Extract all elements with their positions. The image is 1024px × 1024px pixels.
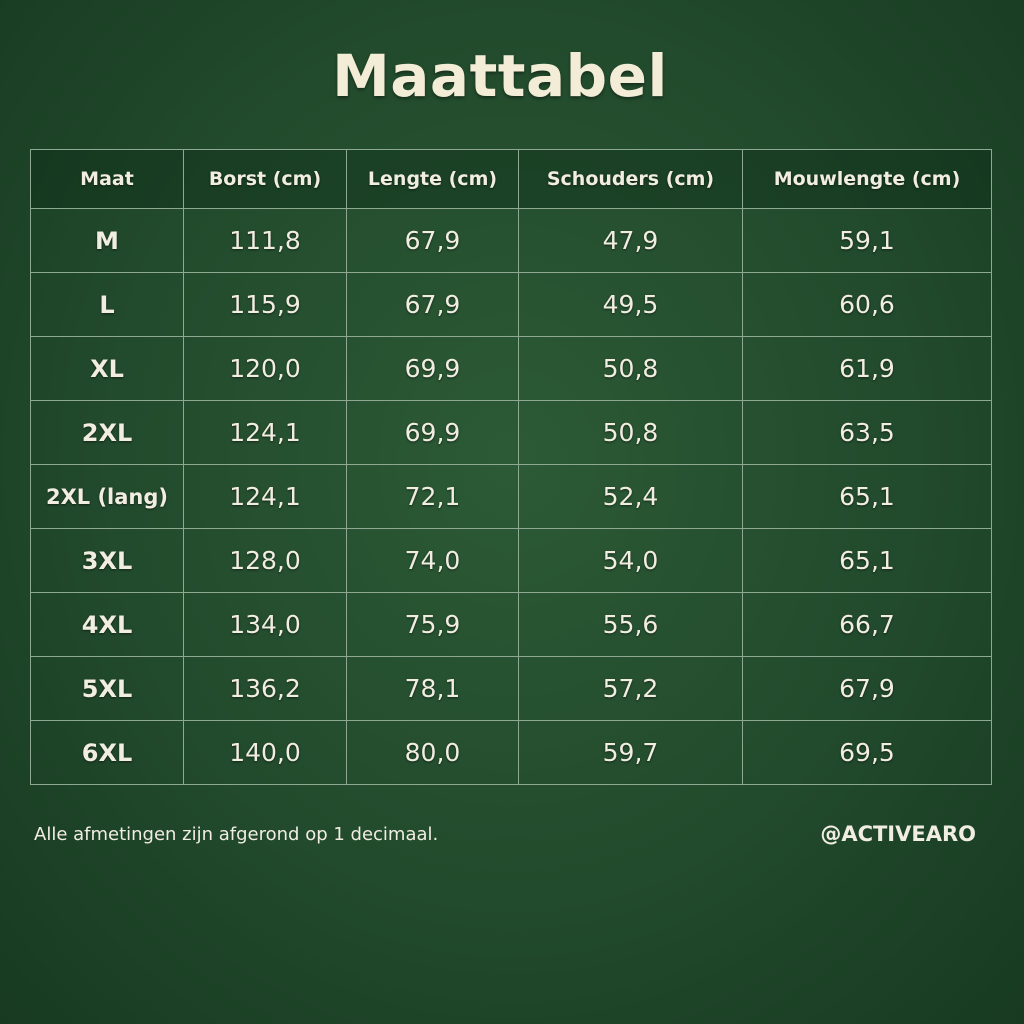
table-row: 4XL 134,0 75,9 55,6 66,7	[30, 592, 992, 657]
measure-cell: 61,9	[742, 336, 992, 401]
header-cell: Mouwlengte (cm)	[742, 149, 992, 209]
table-row: L 115,9 67,9 49,5 60,6	[30, 272, 992, 337]
table-row: M 111,8 67,9 47,9 59,1	[30, 208, 992, 273]
measure-cell: 55,6	[518, 592, 743, 657]
measure-cell: 49,5	[518, 272, 743, 337]
measure-cell: 60,6	[742, 272, 992, 337]
measure-cell: 67,9	[346, 208, 519, 273]
measure-cell: 115,9	[183, 272, 347, 337]
measure-cell: 50,8	[518, 336, 743, 401]
measure-cell: 65,1	[742, 528, 992, 593]
handle: @ACTIVEARO	[820, 822, 976, 846]
table-row: XL 120,0 69,9 50,8 61,9	[30, 336, 992, 401]
measure-cell: 57,2	[518, 656, 743, 721]
measure-cell: 66,7	[742, 592, 992, 657]
measure-cell: 140,0	[183, 720, 347, 785]
measure-cell: 128,0	[183, 528, 347, 593]
measure-cell: 124,1	[183, 464, 347, 529]
header-cell: Lengte (cm)	[346, 149, 519, 209]
measure-cell: 59,1	[742, 208, 992, 273]
table-row: 2XL (lang) 124,1 72,1 52,4 65,1	[30, 464, 992, 529]
table-row: 3XL 128,0 74,0 54,0 65,1	[30, 528, 992, 593]
measure-cell: 52,4	[518, 464, 743, 529]
measure-cell: 78,1	[346, 656, 519, 721]
footnote: Alle afmetingen zijn afgerond op 1 decim…	[34, 824, 439, 845]
table-row: 2XL 124,1 69,9 50,8 63,5	[30, 400, 992, 465]
measure-cell: 120,0	[183, 336, 347, 401]
measure-cell: 136,2	[183, 656, 347, 721]
measure-cell: 67,9	[742, 656, 992, 721]
size-cell: 2XL (lang)	[30, 464, 184, 529]
measure-cell: 111,8	[183, 208, 347, 273]
measure-cell: 72,1	[346, 464, 519, 529]
measure-cell: 69,9	[346, 336, 519, 401]
title: Maattabel	[332, 42, 668, 110]
measure-cell: 65,1	[742, 464, 992, 529]
measure-cell: 69,5	[742, 720, 992, 785]
measure-cell: 74,0	[346, 528, 519, 593]
measure-cell: 75,9	[346, 592, 519, 657]
measure-cell: 63,5	[742, 400, 992, 465]
header-cell: Borst (cm)	[183, 149, 347, 209]
size-cell: 3XL	[30, 528, 184, 593]
measure-cell: 47,9	[518, 208, 743, 273]
table-body: M 111,8 67,9 47,9 59,1 L 115,9 67,9 49,5 60,6 XL 12…	[30, 208, 992, 785]
size-cell: M	[30, 208, 184, 273]
size-cell: 2XL	[30, 400, 184, 465]
measure-cell: 54,0	[518, 528, 743, 593]
measure-cell: 67,9	[346, 272, 519, 337]
measure-cell: 80,0	[346, 720, 519, 785]
header-cell: Maat	[30, 149, 184, 209]
size-cell: 6XL	[30, 720, 184, 785]
size-cell: 5XL	[30, 656, 184, 721]
measure-cell: 50,8	[518, 400, 743, 465]
table-row: 5XL 136,2 78,1 57,2 67,9	[30, 656, 992, 721]
table-row: 6XL 140,0 80,0 59,7 69,5	[30, 720, 992, 785]
size-cell: L	[30, 272, 184, 337]
size-cell: 4XL	[30, 592, 184, 657]
measure-cell: 69,9	[346, 400, 519, 465]
measure-cell: 124,1	[183, 400, 347, 465]
size-cell: XL	[30, 336, 184, 401]
measure-cell: 134,0	[183, 592, 347, 657]
measure-cell: 59,7	[518, 720, 743, 785]
header-cell: Schouders (cm)	[518, 149, 743, 209]
header-row: Maat Borst (cm) Lengte (cm) Schouders (cm) M…	[30, 149, 992, 209]
size-table: Maat Borst (cm) Lengte (cm) Schouders (cm) M…	[30, 149, 992, 785]
